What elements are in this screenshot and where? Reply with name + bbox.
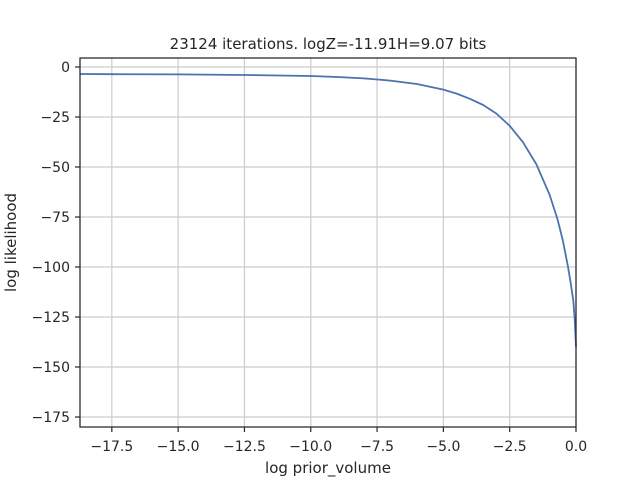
y-tick-label: −25 — [40, 110, 70, 126]
y-tick-label: −125 — [32, 310, 70, 326]
x-axis-label: log prior_volume — [265, 459, 391, 478]
x-tick-label: −12.5 — [223, 439, 266, 455]
x-tick-label: −17.5 — [90, 439, 133, 455]
y-tick-label: 0 — [61, 60, 70, 76]
x-tick-label: −10.0 — [289, 439, 332, 455]
y-tick-label: −150 — [32, 360, 70, 376]
series-layer — [79, 73, 577, 348]
y-tick-label: −50 — [40, 160, 70, 176]
ticks: −17.5 −15.0 −12.5 −10.0 −7.5 −5.0 −2.5 0.0 0 −25 −… — [32, 60, 588, 455]
plot-frame — [79, 57, 577, 428]
x-tick-label: −7.5 — [360, 439, 394, 455]
series-line — [79, 73, 577, 348]
x-tick-label: −15.0 — [157, 439, 200, 455]
x-tick-label: −5.0 — [426, 439, 460, 455]
chart-title: 23124 iterations. logZ=-11.91H=9.07 bits — [170, 35, 487, 53]
x-tick-label: −2.5 — [493, 439, 527, 455]
grid — [80, 58, 577, 427]
y-tick-label: −100 — [32, 260, 70, 276]
y-tick-label: −75 — [40, 210, 70, 226]
x-tick-label: 0.0 — [565, 439, 587, 455]
y-axis-label: log likelihood — [2, 193, 20, 292]
y-tick-label: −175 — [32, 410, 70, 426]
